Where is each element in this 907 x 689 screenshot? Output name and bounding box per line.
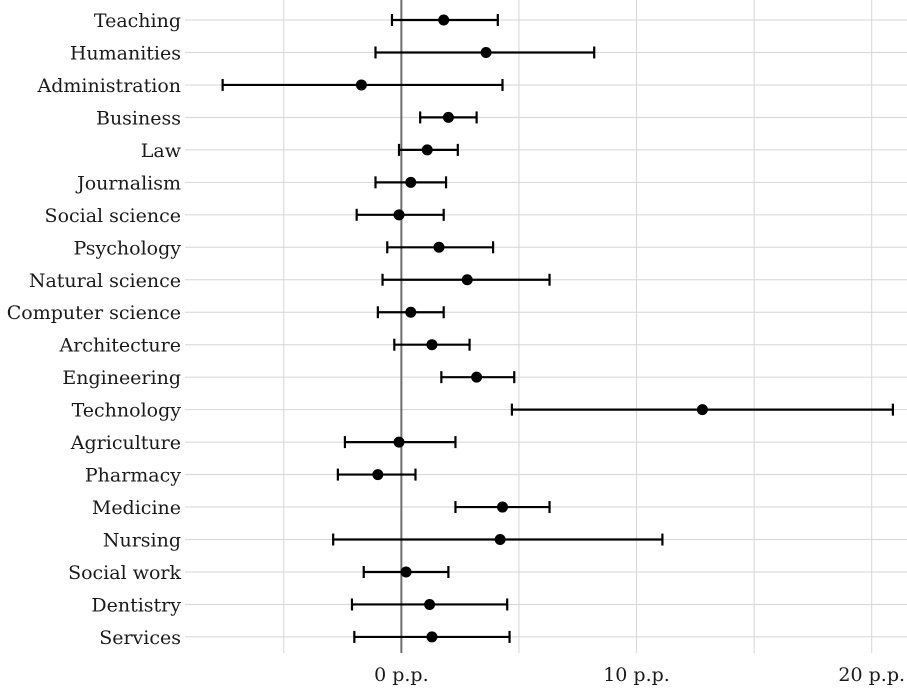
category-label: Pharmacy: [85, 465, 181, 487]
x-tick-label: 0 p.p.: [374, 664, 429, 686]
category-label: Teaching: [94, 10, 181, 32]
x-tick-label: 10 p.p.: [603, 664, 670, 686]
estimate-point: [442, 111, 454, 123]
estimate-point: [372, 469, 384, 481]
x-tick-label: 20 p.p.: [838, 664, 905, 686]
estimate-point: [393, 436, 405, 448]
estimate-point: [480, 46, 492, 58]
category-label: Technology: [72, 400, 182, 422]
estimate-point: [426, 631, 438, 643]
estimate-point: [405, 176, 417, 188]
plot-background: [185, 0, 907, 653]
category-label: Psychology: [74, 237, 182, 259]
category-label: Social science: [45, 205, 181, 227]
category-label: Computer science: [7, 302, 181, 324]
category-label: Dentistry: [91, 594, 181, 616]
x-tick-labels: 0 p.p. 10 p.p. 20 p.p.: [374, 664, 905, 686]
estimate-point: [438, 14, 450, 26]
category-label: Law: [141, 140, 182, 162]
estimate-point: [696, 404, 708, 416]
estimate-point: [421, 144, 433, 156]
category-label: Services: [99, 627, 181, 649]
category-label: Nursing: [103, 530, 181, 552]
category-label: Agriculture: [70, 432, 181, 454]
point-layer: [355, 14, 708, 643]
category-label: Architecture: [59, 335, 181, 357]
category-label: Engineering: [62, 367, 181, 389]
estimate-point: [424, 598, 436, 610]
category-label: Administration: [37, 75, 181, 97]
category-label: Social work: [68, 562, 181, 584]
estimate-point: [433, 241, 445, 253]
category-label: Natural science: [29, 270, 181, 292]
estimate-point: [496, 501, 508, 513]
estimate-point: [393, 209, 405, 221]
estimate-point: [405, 306, 417, 318]
estimate-point: [400, 566, 412, 578]
estimate-point: [426, 339, 438, 351]
estimate-point: [355, 79, 367, 91]
estimate-point: [494, 534, 506, 546]
estimate-point: [471, 371, 483, 383]
category-label: Medicine: [92, 497, 181, 519]
category-label: Humanities: [70, 42, 181, 64]
category-label: Business: [96, 107, 181, 129]
category-label: Journalism: [75, 172, 181, 194]
category-labels: Teaching Humanities Administration Business…: [7, 10, 182, 649]
estimate-point: [461, 274, 473, 286]
